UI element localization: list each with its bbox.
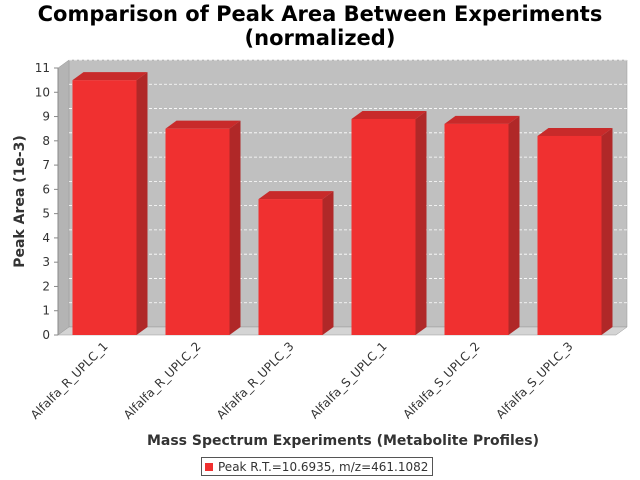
x-tick-label: Alfalfa_S_UPLC_1 [307,339,389,421]
y-tick-label: 6 [42,182,50,196]
plot-side-wall [57,59,70,336]
chart-title-line-1: Comparison of Peak Area Between Experime… [37,2,603,26]
bar-top [165,120,241,129]
bar-top [537,127,613,136]
y-tick-label: 7 [42,158,50,172]
chart-title: Comparison of Peak Area Between Experime… [0,2,640,50]
x-tick-label: Alfalfa_R_UPLC_1 [28,339,111,422]
legend: Peak R.T.=10.6935, m/z=461.1082 [201,457,434,476]
bar [351,110,427,336]
y-tick-label: 3 [42,255,50,269]
y-tick-label: 10 [35,85,50,99]
y-tick-label: 1 [42,304,50,318]
y-tick-label: 4 [42,231,50,245]
bar-side [508,115,520,335]
x-tick-label: Alfalfa_R_UPLC_3 [214,339,297,422]
x-tick-label: Alfalfa_S_UPLC_2 [400,339,482,421]
bar [165,120,241,335]
y-tick-label: 11 [35,61,50,75]
bar-side [601,127,613,335]
bar-side [322,191,334,335]
chart-title-line-2: (normalized) [244,26,396,50]
bar-top [258,191,334,200]
bar-front [444,123,509,335]
x-axis-label: Mass Spectrum Experiments (Metabolite Pr… [147,433,539,449]
legend-swatch [205,462,213,471]
bar-front [351,118,416,336]
bar-top [444,115,520,124]
bar-top [351,110,427,119]
bar [444,115,520,335]
legend-label: Peak R.T.=10.6935, m/z=461.1082 [218,459,429,474]
y-tick-label: 8 [42,134,50,148]
bar-side [136,72,148,336]
bar-front [165,128,230,335]
bar-front [72,80,137,336]
bar-front [258,199,323,335]
y-tick-label: 5 [42,207,50,221]
bar [537,127,613,335]
bar [258,191,334,335]
x-tick-label: Alfalfa_S_UPLC_3 [493,339,575,421]
bar-side [415,110,427,336]
y-tick-label: 0 [42,328,50,342]
bar-top [72,72,148,81]
x-tick-label: Alfalfa_R_UPLC_2 [121,339,204,422]
bar-front [537,135,602,335]
bar-side [229,120,241,335]
bar [72,72,148,336]
y-axis-label: Peak Area (1e-3) [12,135,28,268]
y-tick-label: 9 [42,110,50,124]
y-tick-label: 2 [42,279,50,293]
